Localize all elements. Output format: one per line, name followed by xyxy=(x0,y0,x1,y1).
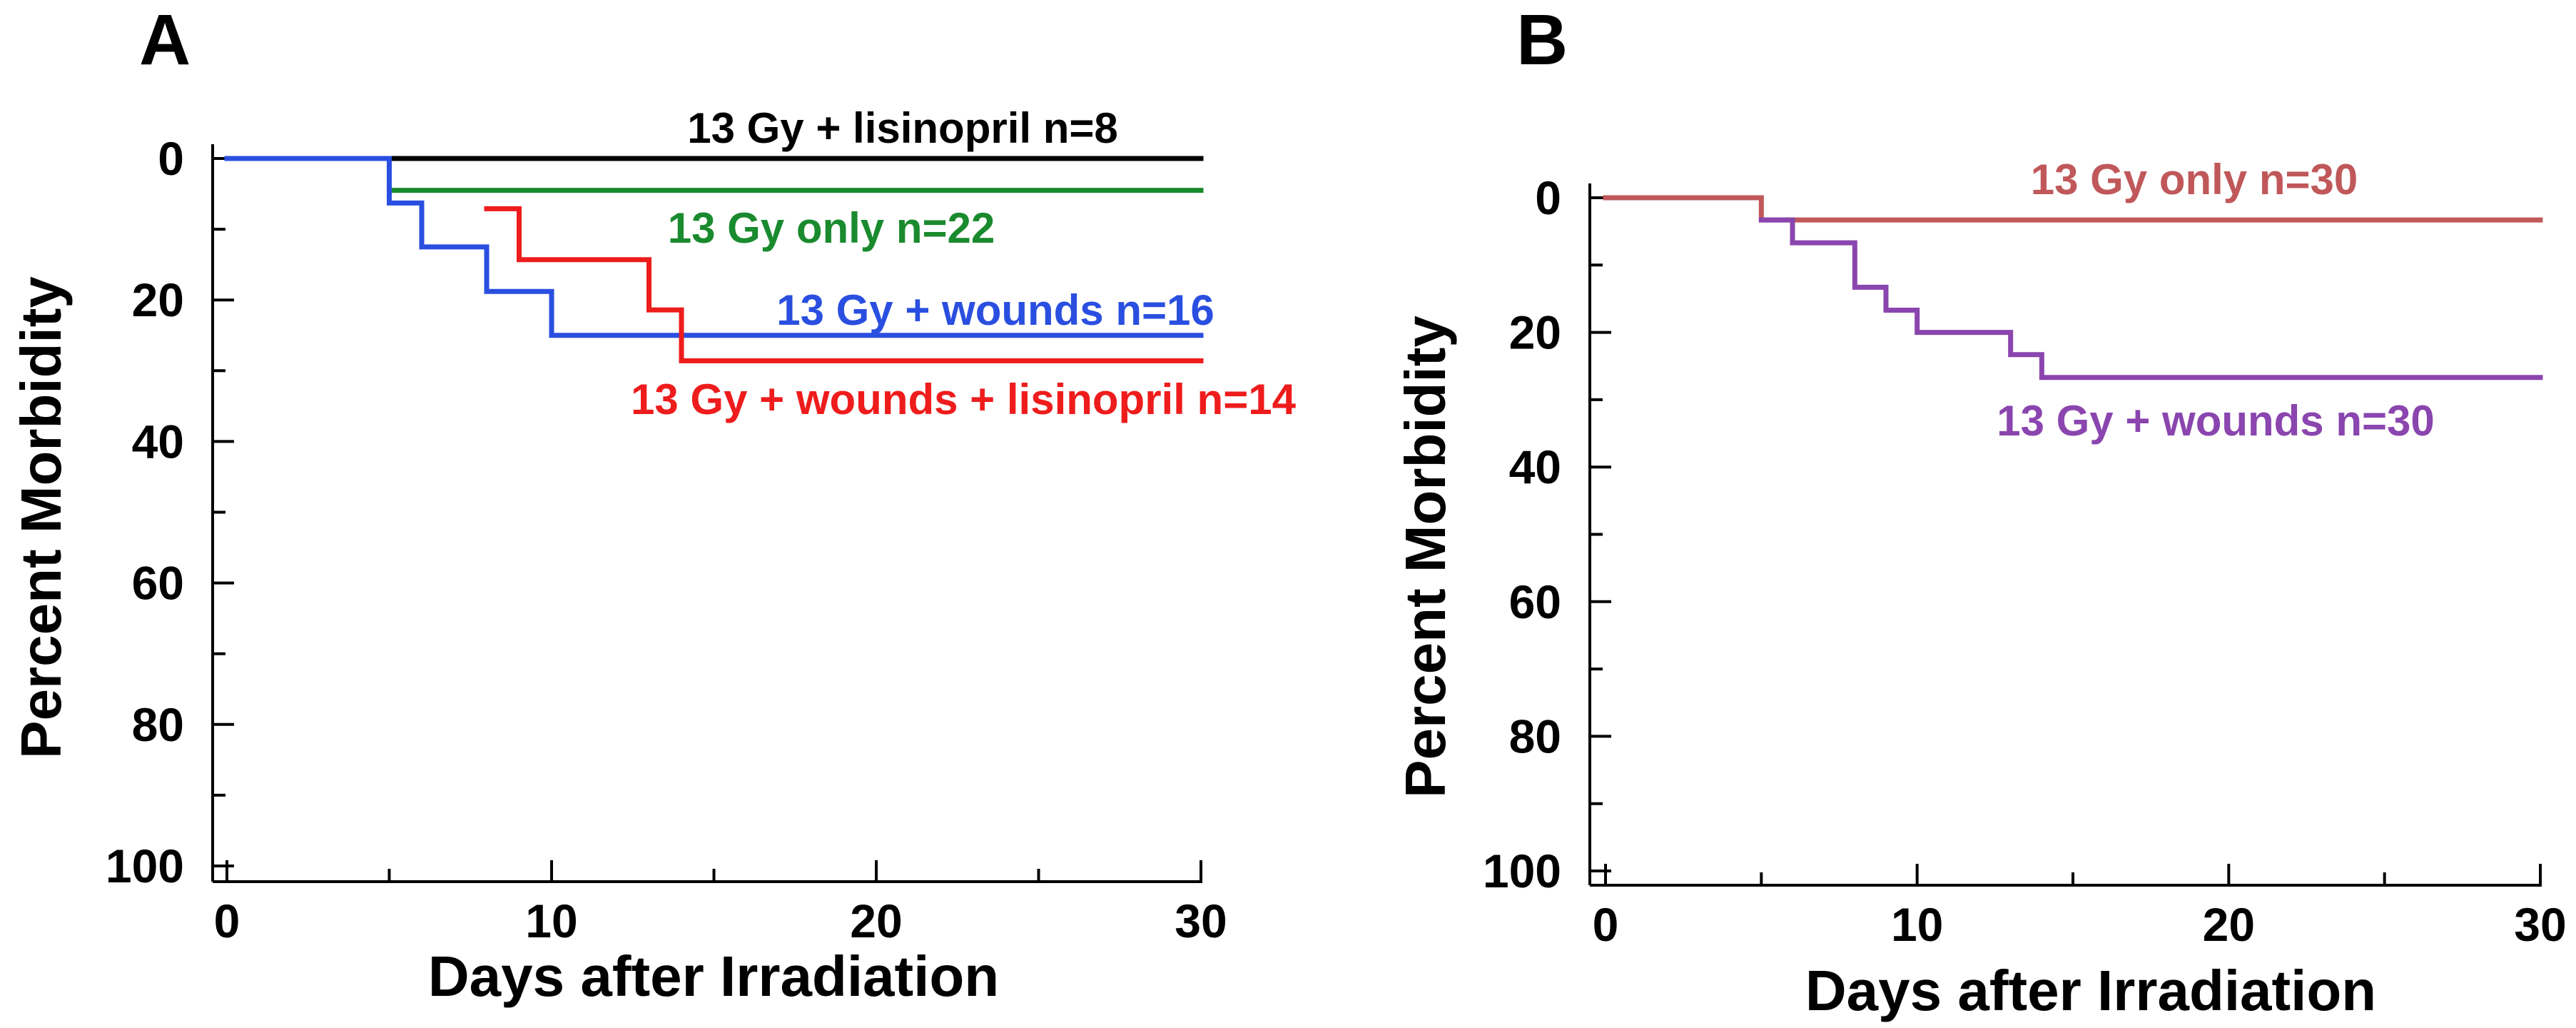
panel-b-x-tick-label: 0 xyxy=(1593,898,1619,951)
panel-b-y-tick-label: 100 xyxy=(1483,845,1561,897)
panel-b-series-label-wounds: 13 Gy + wounds n=30 xyxy=(1997,397,2435,445)
panel-a-y-tick-label: 40 xyxy=(132,415,184,468)
panel-b-y-tick-label: 40 xyxy=(1509,440,1561,493)
panel-a-y-tick-label: 20 xyxy=(132,273,184,326)
panel-a-x-tick-label: 30 xyxy=(1175,895,1227,947)
panel-a-x-tick-label: 10 xyxy=(525,895,577,947)
panel-b-y-tick-label: 20 xyxy=(1509,306,1561,359)
panel-b-series-label-gy-only: 13 Gy only n=30 xyxy=(2031,156,2358,203)
panel-b-x-tick-label: 10 xyxy=(1891,898,1943,951)
panel-a-x-axis-title: Days after Irradiation xyxy=(428,944,999,1008)
panel-b-x-tick-label: 20 xyxy=(2203,898,2255,951)
panel-b-ticks: 0 20 40 60 80 100 0 10 20 30 xyxy=(1483,171,2567,951)
panel-a-label: A xyxy=(139,0,191,80)
panel-b-x-axis-title: Days after Irradiation xyxy=(1805,959,2376,1022)
panel-a-y-tick-label: 0 xyxy=(158,132,184,185)
panel-b-series xyxy=(1603,195,2543,381)
panel-a-series-line-2 xyxy=(224,156,1204,338)
panel-a-series-label-lisinopril: 13 Gy + lisinopril n=8 xyxy=(687,104,1118,152)
panel-b-axes xyxy=(1588,183,2542,887)
panel-b-series-line-1 xyxy=(1758,217,2543,381)
panel-b-y-axis-title: Percent Morbidity xyxy=(1394,316,1457,798)
panel-b-y-tick-label: 60 xyxy=(1509,575,1561,628)
panel-a-series-label-gy-only: 13 Gy only n=22 xyxy=(668,204,995,252)
panel-b-label: B xyxy=(1516,0,1568,80)
panel-a-y-axis-title: Percent Morbidity xyxy=(9,276,73,759)
panel-a-axes xyxy=(211,144,1202,883)
panel-a-y-tick-label: 100 xyxy=(106,840,184,892)
panel-a-y-tick-label: 80 xyxy=(132,698,184,751)
panel-b-series-line-0 xyxy=(1603,195,2543,223)
panel-a-ticks: 0 20 40 60 80 100 0 10 20 30 xyxy=(106,132,1227,947)
panel-a-series-label-wounds-lisinopril: 13 Gy + wounds + lisinopril n=14 xyxy=(631,376,1297,423)
panel-a-series-line-3 xyxy=(484,206,1204,363)
panel-a-x-tick-label: 20 xyxy=(850,895,902,947)
panel-a: A 0 20 40 60 80 100 0 10 20 30 Days after Irradia… xyxy=(9,0,1297,1008)
panel-b-x-tick-label: 30 xyxy=(2514,898,2566,951)
panel-b-y-tick-label: 80 xyxy=(1509,710,1561,762)
panel-a-series xyxy=(224,156,1204,363)
panel-b-y-tick-label: 0 xyxy=(1535,171,1561,224)
panel-a-series-label-wounds: 13 Gy + wounds n=16 xyxy=(776,286,1215,334)
panel-b: B 0 20 40 60 80 100 0 10 20 30 Days after Irradia… xyxy=(1394,0,2567,1022)
panel-a-y-tick-label: 60 xyxy=(132,557,184,610)
panel-a-x-tick-label: 0 xyxy=(214,895,240,947)
